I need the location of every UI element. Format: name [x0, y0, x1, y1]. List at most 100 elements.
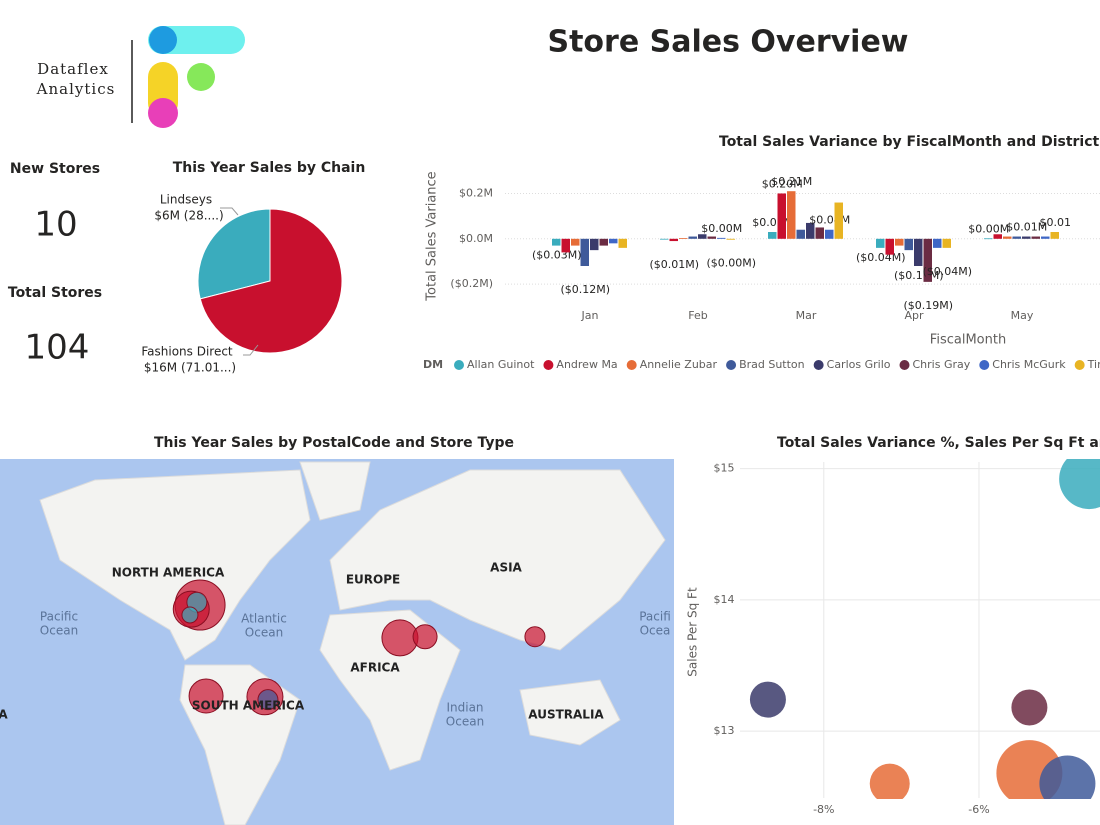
map-bubble [257, 689, 279, 711]
bar [904, 238, 913, 251]
map-bubble [381, 619, 419, 657]
y-tick-label: $13 [714, 724, 735, 737]
bar [806, 222, 815, 239]
bar [679, 238, 688, 239]
ocean-label: Indian [446, 701, 483, 715]
y-axis-title: Sales Per Sq Ft [686, 587, 700, 677]
y-tick-label: $15 [714, 462, 735, 475]
bar [895, 238, 904, 246]
x-axis-title: FiscalMonth [930, 333, 1006, 348]
y-tick-label: $0.2M [459, 186, 493, 199]
bar [1003, 236, 1012, 239]
bar [885, 238, 894, 255]
data-label: $0.00M [968, 222, 1009, 235]
logo: Dataflex Analytics [36, 26, 245, 128]
y-axis-title: Total Sales Variance [425, 171, 440, 301]
scatter-bubble [749, 681, 786, 718]
data-label: $0.01 [1040, 216, 1072, 229]
legend-label: Brad Sutton [739, 358, 805, 371]
logo-text: Dataflex [37, 60, 109, 78]
chart-title: This Year Sales by PostalCode and Store … [154, 435, 514, 451]
bar [571, 238, 580, 246]
legend-label: Tina L [1087, 358, 1100, 371]
bar [561, 238, 570, 253]
continent-label: ASIA [490, 561, 522, 575]
leader-line [243, 344, 259, 356]
logo-shape [187, 63, 215, 91]
map-bubble [181, 606, 199, 624]
card-value: 10 [34, 205, 77, 245]
data-label: $0.20M [762, 177, 803, 190]
bar [796, 229, 805, 239]
bar [552, 238, 561, 246]
legend-label: Chris Gray [913, 358, 971, 371]
map-bubble [412, 624, 438, 650]
bar [669, 238, 678, 242]
bar [993, 234, 1002, 239]
bar [717, 237, 726, 239]
page-title: Store Sales Overview [547, 25, 908, 60]
x-tick-label: -8% [813, 803, 834, 816]
data-label: ($0.19M) [903, 299, 953, 312]
bar [815, 227, 824, 239]
chart-title: Total Sales Variance %, Sales Per Sq Ft … [777, 435, 1100, 451]
bar [599, 238, 608, 246]
continent-label: AUSTRALIA [528, 708, 604, 722]
legend-label: Chris McGurk [992, 358, 1066, 371]
map-layer: NORTH AMERICA EUROPE ASIA AFRICA SOUTH AMERI… [0, 561, 671, 729]
bar [933, 238, 942, 248]
x-tick-label: Jan [581, 309, 599, 322]
bar [768, 232, 777, 239]
data-label: ($0.04M) [922, 265, 972, 278]
x-tick-label: -6% [968, 803, 989, 816]
bar [876, 238, 885, 248]
legend-marker [1074, 360, 1085, 370]
bar [942, 238, 951, 248]
legend-marker [813, 360, 824, 370]
data-label: ($0.12M) [560, 283, 610, 296]
bar [777, 193, 786, 239]
x-tick-label: May [1011, 309, 1034, 322]
y-tick-label: $14 [714, 593, 735, 606]
bar [618, 238, 627, 248]
card-label: New Stores [10, 161, 100, 177]
bar [825, 229, 834, 239]
data-label: ($0.00M) [706, 257, 756, 270]
x-tick-label: Feb [688, 309, 707, 322]
map: NORTH AMERICA EUROPE ASIA AFRICA SOUTH AMERI… [0, 459, 674, 825]
bar [707, 236, 716, 239]
y-tick-label: $0.0M [459, 232, 493, 245]
bar [914, 238, 923, 266]
bar [609, 238, 618, 244]
bar [590, 238, 599, 251]
bar [1031, 236, 1040, 239]
bar [834, 202, 843, 239]
data-label: $0.21M [771, 175, 812, 188]
data-label: $0.00M [701, 222, 742, 235]
legend-label: Carlos Grilo [827, 358, 891, 371]
y-tick-label: ($0.2M) [450, 277, 493, 290]
pie-slice [197, 208, 271, 300]
data-label: ($0.01M) [649, 258, 699, 271]
chart-title: This Year Sales by Chain [173, 160, 366, 176]
data-label: $0.01M [1006, 221, 1047, 234]
data-label: ($0.04M) [856, 251, 906, 264]
logo-shape [148, 98, 178, 128]
bar [923, 238, 932, 282]
card-label: Total Stores [8, 285, 102, 301]
legend-title: DM [423, 358, 443, 371]
scatter-plot [740, 459, 1100, 799]
continent-label: A [0, 708, 8, 722]
ocean-label: Ocean [245, 626, 283, 640]
ocean-label: Ocean [446, 715, 484, 729]
ocean-label: Ocea [640, 624, 671, 638]
legend-label: Andrew Ma [556, 358, 617, 371]
legend-marker [726, 360, 737, 370]
pie-value-label: $16M (71.01...) [144, 361, 236, 375]
bar [698, 234, 707, 239]
pie-label: Fashions Direct [141, 345, 233, 359]
bar [1022, 236, 1031, 239]
scatter-bubble [869, 763, 910, 799]
